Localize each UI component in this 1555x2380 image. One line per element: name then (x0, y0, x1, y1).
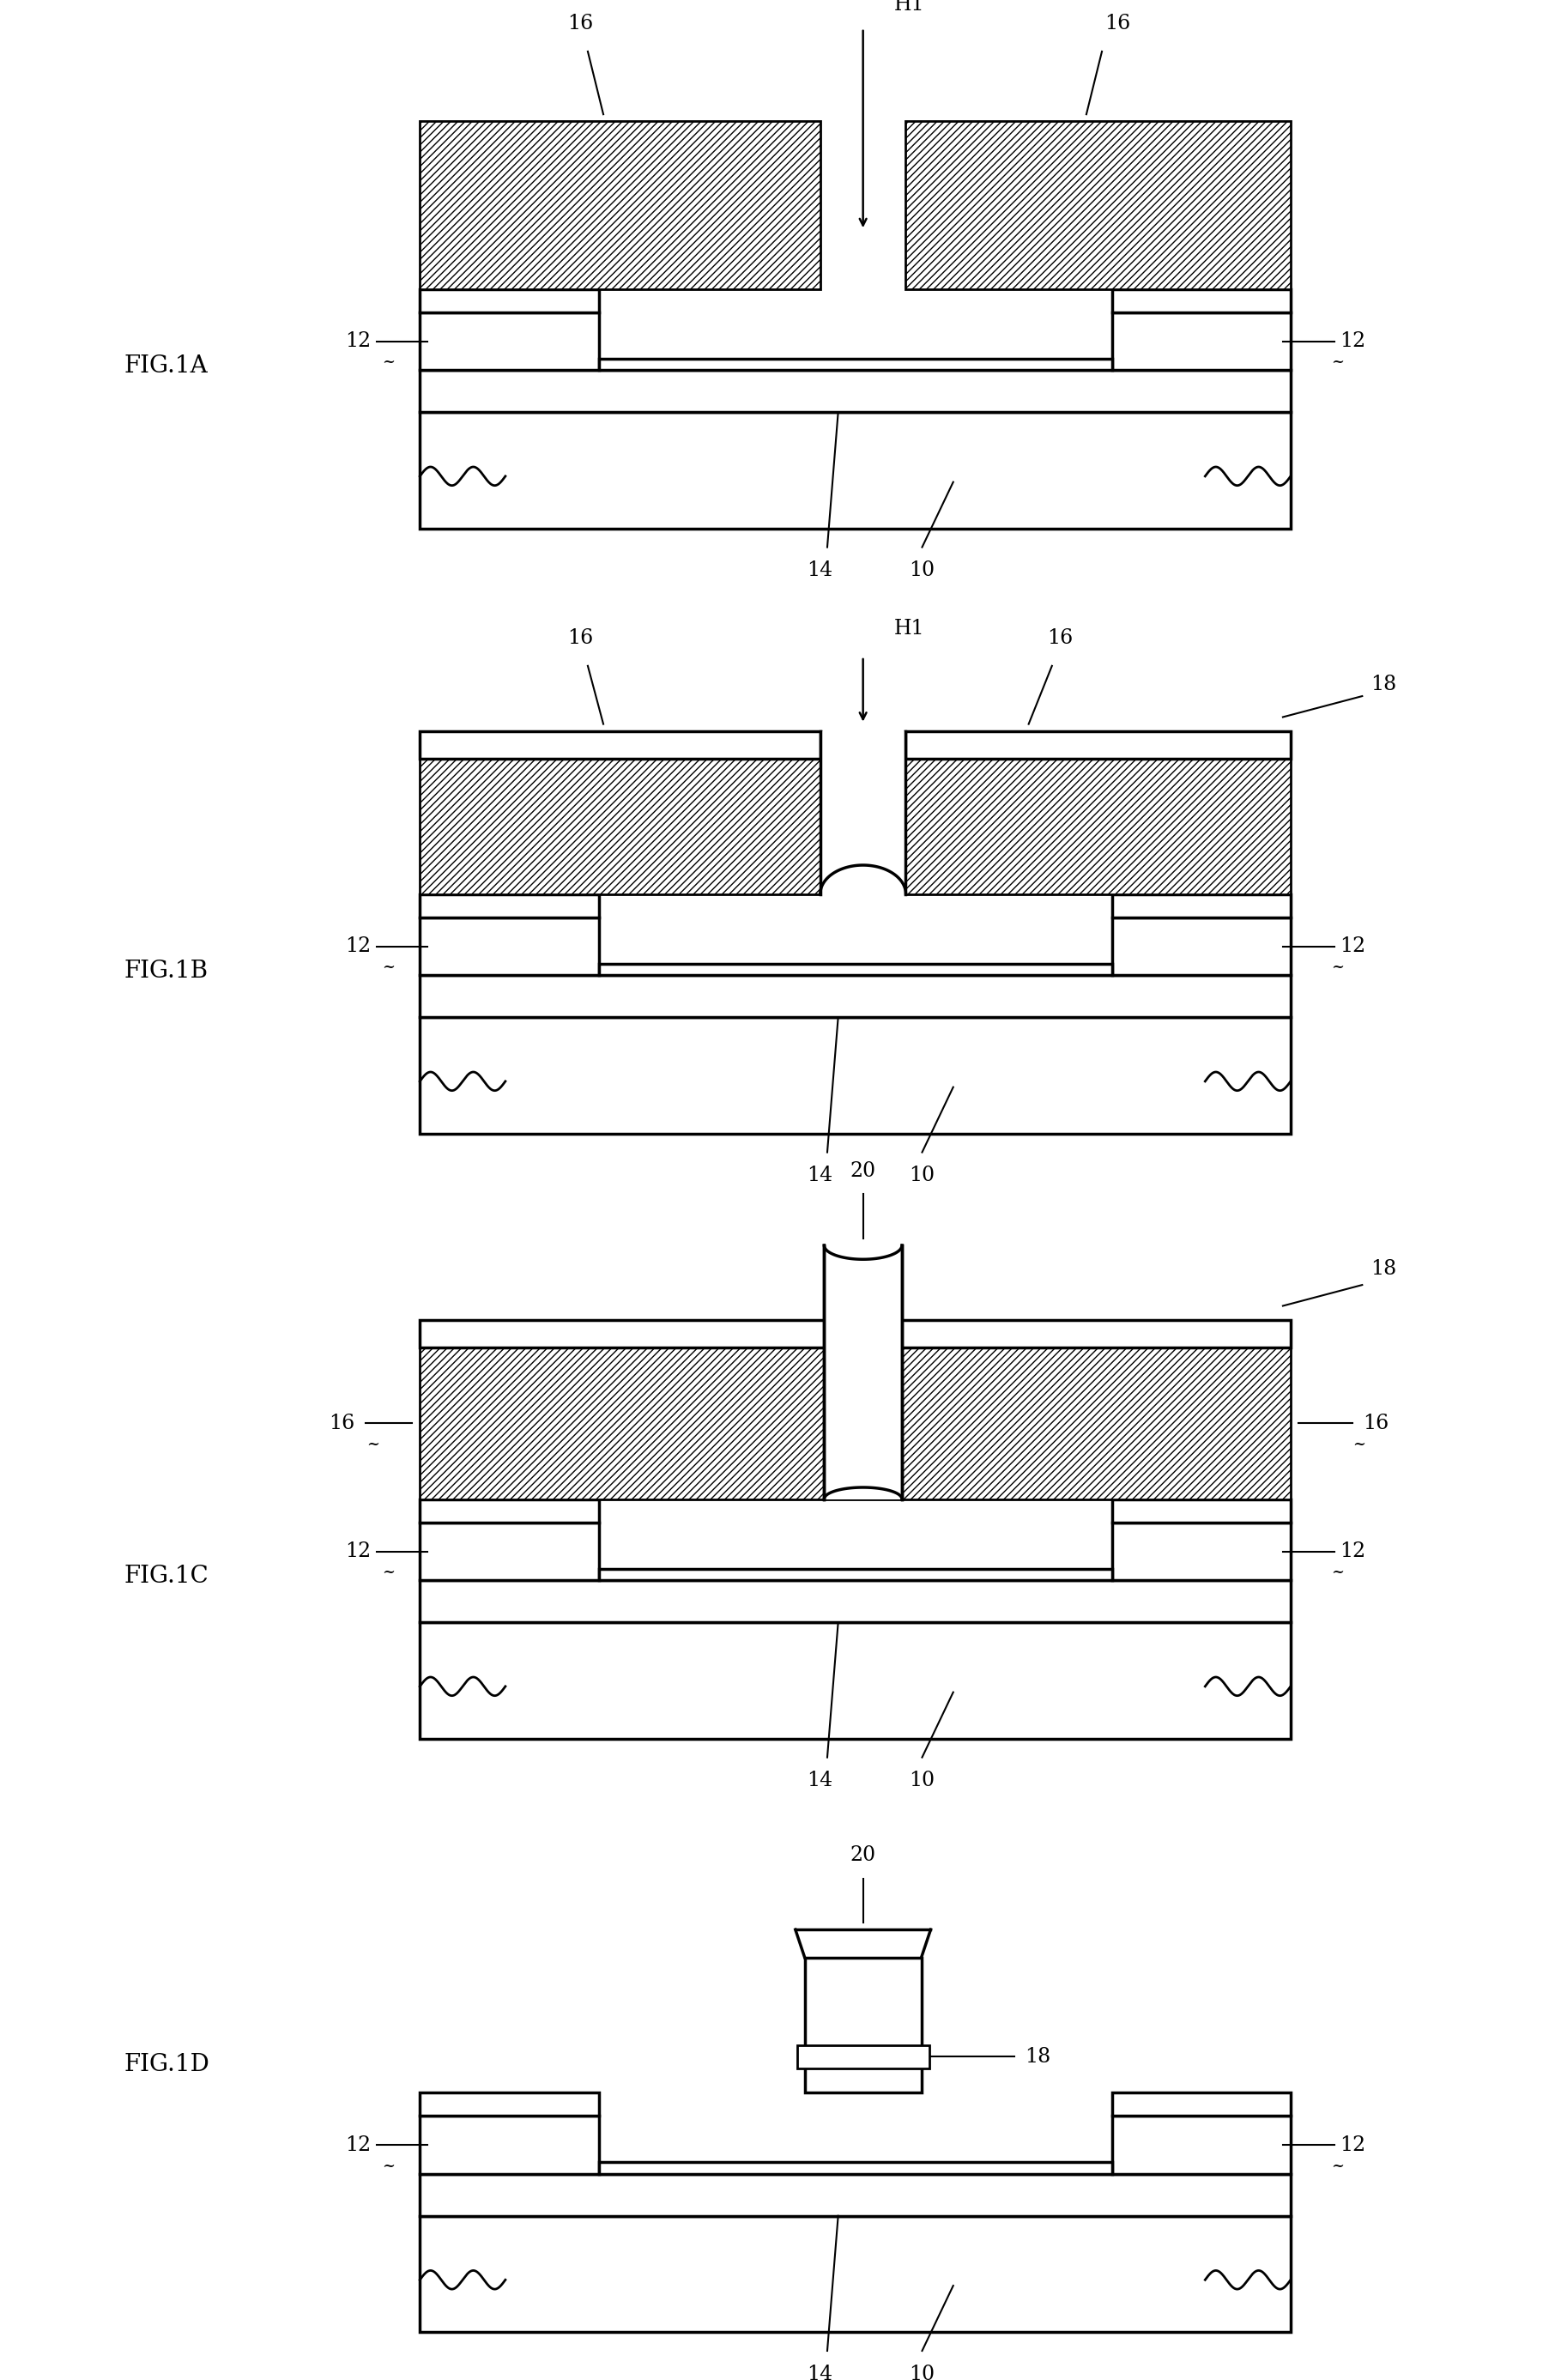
Bar (798, 2044, 930, 2068)
Bar (420, 312, 599, 371)
Bar (1112, 2116, 1291, 2173)
Text: 10: 10 (910, 562, 935, 581)
Bar (420, 288, 599, 312)
Bar (599, 359, 1112, 371)
Text: ~: ~ (1353, 1438, 1365, 1452)
Text: 12: 12 (1340, 1542, 1365, 1561)
Bar (420, 1321, 1291, 1347)
Bar (599, 2163, 1112, 2173)
Text: 16: 16 (568, 14, 592, 33)
Text: ~: ~ (1331, 959, 1344, 976)
Text: 12: 12 (1340, 2135, 1365, 2154)
Text: ~: ~ (1331, 355, 1344, 369)
Bar (907, 731, 1291, 759)
Bar (420, 1580, 1291, 1623)
Bar (1112, 312, 1291, 371)
Text: ~: ~ (1331, 1564, 1344, 1580)
Text: 10: 10 (910, 1166, 935, 1185)
Text: 12: 12 (1340, 935, 1365, 957)
Bar (599, 1568, 1112, 1580)
Bar (420, 1523, 599, 1580)
Bar (1112, 916, 1291, 976)
Text: ~: ~ (367, 1438, 379, 1452)
Text: 16: 16 (1364, 1414, 1389, 1433)
Bar (420, 1623, 1291, 1740)
Text: ~: ~ (1331, 2159, 1344, 2173)
Text: 14: 14 (807, 2363, 832, 2380)
Bar (420, 2116, 599, 2173)
Bar (420, 895, 599, 916)
Bar (821, 731, 907, 895)
Bar (420, 916, 599, 976)
Text: FIG.1C: FIG.1C (124, 1564, 208, 1587)
Text: ~: ~ (383, 355, 395, 369)
Text: 16: 16 (330, 1414, 355, 1433)
Bar (420, 976, 1291, 1016)
Bar (805, 1956, 921, 2092)
Text: 12: 12 (345, 331, 370, 352)
Bar (599, 964, 1112, 976)
Text: 14: 14 (807, 1771, 832, 1790)
Text: 12: 12 (345, 2135, 370, 2154)
Bar (1112, 288, 1291, 312)
Bar (1112, 1499, 1291, 1523)
Text: FIG.1D: FIG.1D (124, 2054, 210, 2075)
Bar (420, 121, 821, 288)
Text: 16: 16 (1047, 628, 1073, 647)
Text: 10: 10 (910, 1771, 935, 1790)
Bar (420, 1016, 1291, 1133)
Bar (420, 2092, 599, 2116)
Bar (420, 2216, 1291, 2332)
Text: 20: 20 (851, 1161, 875, 1180)
Bar (420, 2173, 1291, 2216)
Text: 14: 14 (807, 1166, 832, 1185)
Text: 18: 18 (1372, 1259, 1396, 1278)
Text: 12: 12 (345, 1542, 370, 1561)
Bar (907, 121, 1291, 288)
Text: ~: ~ (383, 1564, 395, 1580)
Text: 18: 18 (1372, 674, 1396, 695)
Text: ~: ~ (383, 2159, 395, 2173)
Text: FIG.1B: FIG.1B (124, 959, 208, 983)
Bar (420, 1347, 1291, 1499)
Bar (420, 731, 821, 759)
Text: 14: 14 (807, 562, 832, 581)
Bar (907, 759, 1291, 895)
Bar (420, 759, 821, 895)
Text: 10: 10 (910, 2363, 935, 2380)
Bar (1112, 895, 1291, 916)
Text: 16: 16 (568, 628, 592, 647)
Text: 18: 18 (1025, 2047, 1051, 2066)
Bar (420, 1499, 599, 1523)
Text: 20: 20 (851, 1845, 875, 1866)
Bar (420, 412, 1291, 528)
Text: H1: H1 (894, 0, 925, 14)
Bar (1112, 2092, 1291, 2116)
Text: 16: 16 (1104, 14, 1130, 33)
Bar (824, 1238, 902, 1349)
Bar (420, 371, 1291, 412)
Bar (824, 1245, 902, 1499)
Text: FIG.1A: FIG.1A (124, 355, 208, 378)
Bar (1112, 1523, 1291, 1580)
Text: 12: 12 (345, 935, 370, 957)
Text: H1: H1 (894, 619, 925, 638)
Text: ~: ~ (383, 959, 395, 976)
Text: 12: 12 (1340, 331, 1365, 352)
